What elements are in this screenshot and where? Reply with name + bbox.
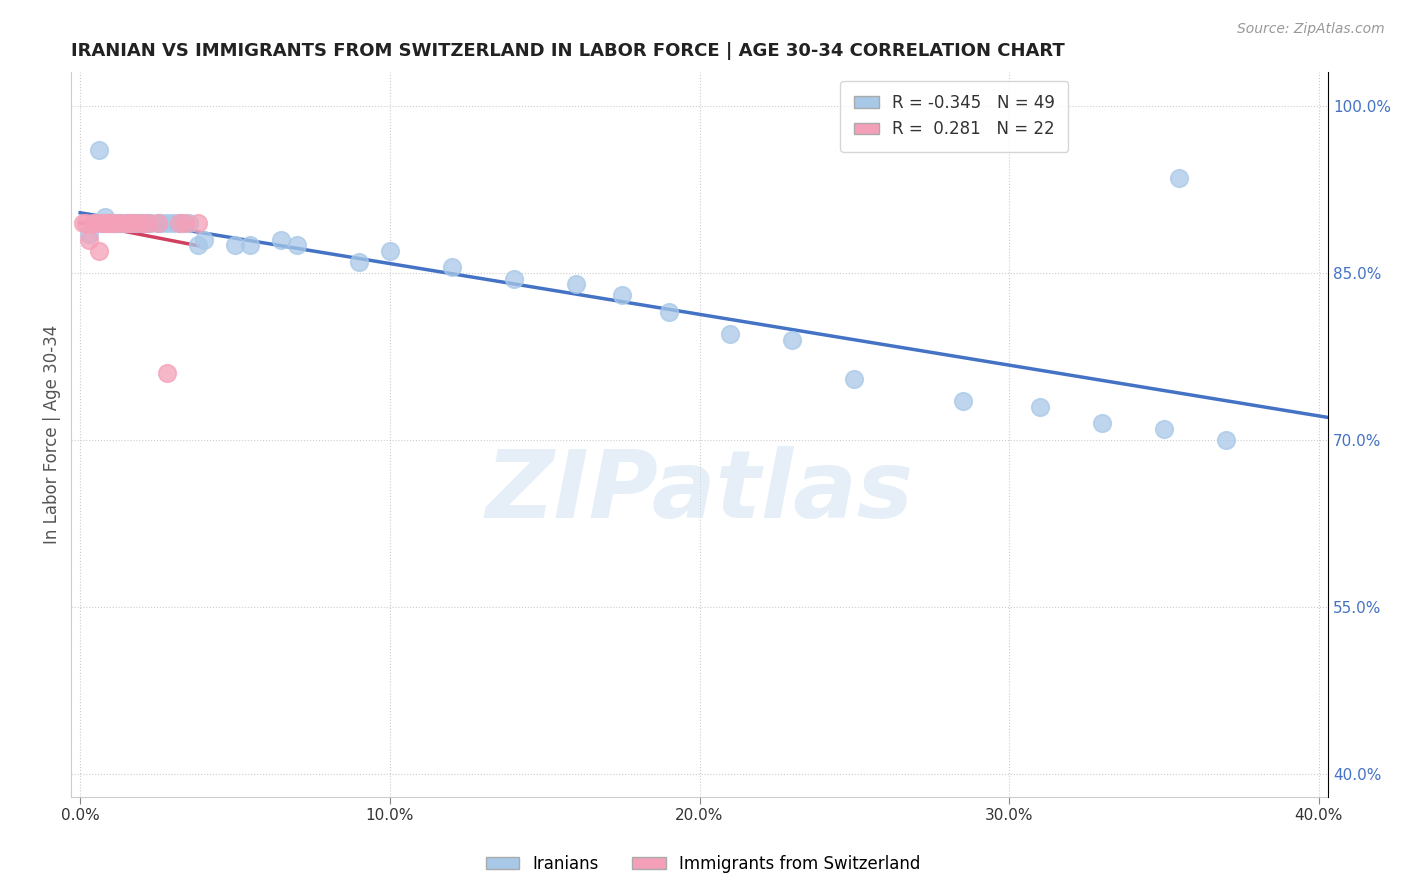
Point (103, 216, 125, 230)
Point (136, 216, 159, 230)
Point (270, 233, 292, 247)
Point (84, 216, 107, 230)
Point (657, 305, 679, 319)
Point (146, 216, 169, 230)
Y-axis label: In Labor Force | Age 30-34: In Labor Force | Age 30-34 (44, 325, 60, 544)
Point (174, 216, 197, 230)
Point (110, 216, 132, 230)
Point (103, 216, 125, 230)
Text: IRANIAN VS IMMIGRANTS FROM SWITZERLAND IN LABOR FORCE | AGE 30-34 CORRELATION CH: IRANIAN VS IMMIGRANTS FROM SWITZERLAND I… (70, 42, 1064, 60)
Point (112, 216, 135, 230)
Point (141, 216, 163, 230)
Point (177, 216, 200, 230)
Point (193, 233, 215, 247)
Point (105, 216, 128, 230)
Point (167, 216, 190, 230)
Point (118, 216, 141, 230)
Point (172, 216, 194, 230)
Point (79, 227, 101, 241)
Point (156, 366, 179, 380)
Point (90, 216, 112, 230)
Point (347, 255, 370, 269)
Point (378, 244, 401, 258)
Point (720, 327, 742, 342)
Point (87, 244, 110, 258)
Legend: Iranians, Immigrants from Switzerland: Iranians, Immigrants from Switzerland (479, 848, 927, 880)
Point (90, 216, 112, 230)
Point (162, 216, 184, 230)
Point (952, 394, 974, 409)
Point (128, 216, 150, 230)
Point (564, 277, 586, 292)
Point (75, 216, 97, 230)
Point (146, 216, 169, 230)
Point (1091, 417, 1114, 431)
Point (82, 216, 104, 230)
Point (115, 216, 138, 230)
Point (156, 216, 179, 230)
Point (134, 216, 156, 230)
Point (110, 216, 132, 230)
Point (131, 216, 153, 230)
Point (167, 216, 190, 230)
Point (1153, 422, 1175, 436)
Point (149, 216, 172, 230)
Point (844, 372, 866, 386)
Point (94, 216, 117, 230)
Point (440, 260, 463, 275)
Point (118, 216, 141, 230)
Point (610, 288, 633, 302)
Point (115, 216, 138, 230)
Point (84, 216, 107, 230)
Point (100, 216, 122, 230)
Point (94, 211, 117, 225)
Point (125, 216, 148, 230)
Point (1215, 433, 1237, 447)
Point (136, 216, 159, 230)
Point (100, 216, 122, 230)
Text: ZIPatlas: ZIPatlas (485, 447, 914, 539)
Legend: R = -0.345   N = 49, R =  0.281   N = 22: R = -0.345 N = 49, R = 0.281 N = 22 (841, 81, 1069, 152)
Point (187, 238, 209, 252)
Point (125, 216, 148, 230)
Point (1168, 171, 1191, 186)
Point (1029, 400, 1052, 414)
Point (239, 238, 262, 252)
Point (782, 333, 804, 347)
Text: Source: ZipAtlas.com: Source: ZipAtlas.com (1237, 22, 1385, 37)
Point (97, 216, 120, 230)
Point (72, 216, 94, 230)
Point (121, 216, 143, 230)
Point (131, 216, 153, 230)
Point (87, 144, 110, 158)
Point (187, 216, 209, 230)
Point (79, 233, 101, 247)
Point (285, 238, 308, 252)
Point (224, 238, 246, 252)
Point (97, 216, 120, 230)
Point (502, 271, 524, 285)
